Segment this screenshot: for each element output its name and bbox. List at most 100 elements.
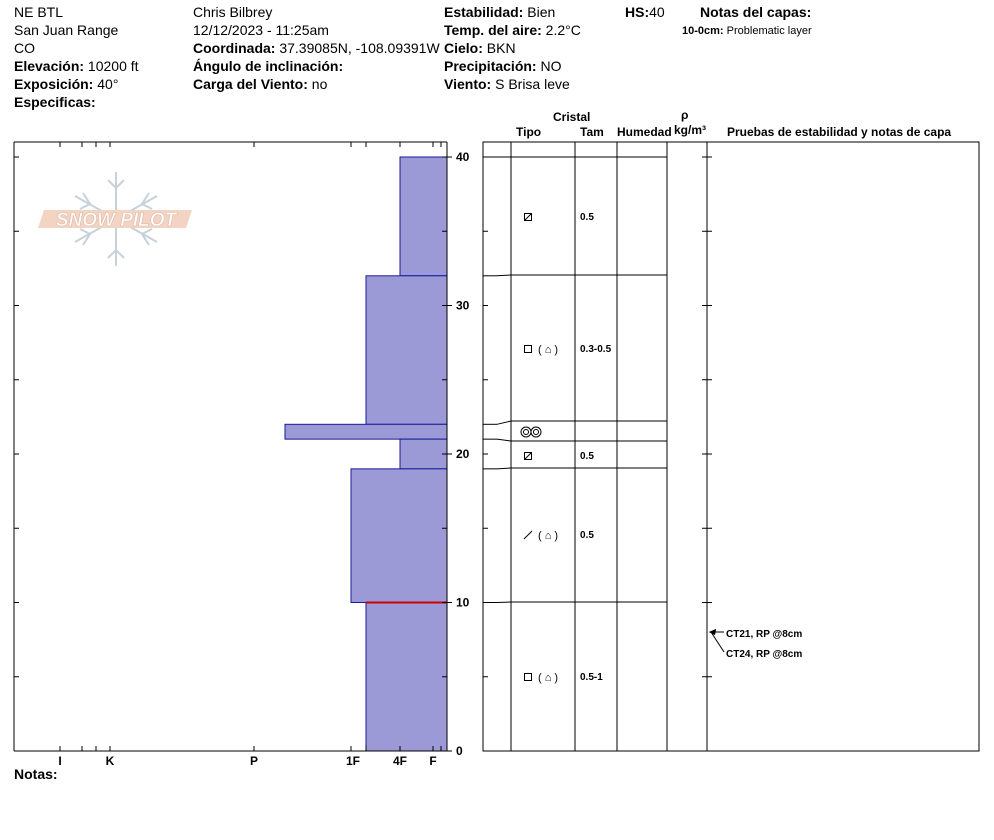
crystal-size: 0.3-0.5 [580, 344, 612, 355]
precip-value: NO [540, 58, 562, 74]
wind: Viento: S Brisa leve [444, 76, 570, 92]
layer-note-text: Problematic layer [726, 25, 812, 37]
crystal-size: 0.5-1 [580, 672, 603, 683]
wind-label: Viento: [444, 76, 492, 92]
size-header: Tam [580, 125, 604, 139]
layer-note: 10-0cm: Problematic layer [682, 25, 812, 37]
arrow-icon [709, 629, 716, 635]
depth-tick-label: 10 [456, 596, 470, 610]
state: CO [14, 40, 35, 56]
slash-icon [524, 452, 532, 460]
crystal-header: Cristal [553, 110, 591, 124]
hs-label: HS: [625, 4, 650, 20]
circle-icon [523, 429, 529, 435]
datetime: 12/12/2023 - 11:25am [193, 22, 329, 38]
hardness-layer-3 [284, 423, 448, 440]
air-temp-label: Temp. del aire: [444, 22, 542, 38]
sky-value: BKN [486, 40, 516, 56]
density-unit-header: kg/m³ [674, 123, 707, 137]
square-icon [524, 452, 532, 460]
stability-value: Bien [527, 4, 556, 20]
aspect: Exposición: 40° [14, 76, 118, 92]
precipitation: Precipitación: NO [444, 58, 561, 74]
air-temp-value: 2.2°C [545, 22, 581, 38]
layer-connector [496, 420, 512, 425]
layer-connector [496, 467, 512, 470]
stability-test-1: CT21, RP @8cm [726, 629, 802, 640]
cup-crystal-icon: ( ⌂ ) [538, 530, 558, 542]
coord-label: Coordinada: [193, 40, 276, 56]
slash-icon [524, 213, 532, 221]
precip-label: Precipitación: [444, 58, 537, 74]
crystal-layer-4: 0.5 [524, 451, 594, 462]
crystal-table: 0.5 ( ⌂ ) 0.3-0.5 0.5 ( ⌂ ) 0.5 ( ⌂ ) 0.5-1 CT21… [482, 141, 980, 752]
coordinate: Coordinada: 37.39085N, -108.09391W [193, 40, 440, 56]
crystal-layer-6: ( ⌂ ) 0.5-1 [524, 672, 603, 684]
crystal-size: 0.5 [580, 451, 594, 462]
circle-icon [530, 426, 542, 438]
hardness-label-p: P [250, 754, 258, 768]
aspect-label: Exposición: [14, 76, 94, 92]
hardness-layer-6 [365, 602, 448, 752]
sky-label: Cielo: [444, 40, 483, 56]
logo-text: SNOW PILOT [56, 210, 178, 231]
layer-notes-label: Notas del capas: [700, 4, 812, 20]
specifics-label: Especificas: [14, 94, 96, 110]
stability: Estabilidad: Bien [444, 4, 555, 20]
sky: Cielo: BKN [444, 40, 516, 56]
layer-note-range: 10-0cm: [682, 25, 724, 37]
stability-label: Estabilidad: [444, 4, 524, 20]
aspect-value: 40° [97, 76, 119, 92]
depth-tick-label: 0 [456, 744, 463, 758]
layer-connector [496, 438, 512, 442]
depth-tick-label: 30 [456, 299, 470, 313]
stability-test-2: CT24, RP @8cm [726, 649, 802, 660]
crystal-size: 0.5 [580, 530, 594, 541]
circle-icon [533, 429, 539, 435]
depth-tick-label: 20 [456, 447, 470, 461]
cup-crystal-icon: ( ⌂ ) [538, 672, 558, 684]
hardness-label-i: I [58, 754, 61, 768]
snowpilot-logo: SNOW PILOT [38, 172, 192, 266]
air-temp: Temp. del aire: 2.2°C [444, 22, 581, 38]
elevation-label: Elevación: [14, 58, 85, 74]
square-icon [524, 213, 532, 221]
circle-icon [520, 426, 532, 438]
range: San Juan Range [14, 22, 119, 38]
hardness-label-f: F [429, 754, 436, 768]
location: NE BTL [14, 4, 64, 20]
moisture-header: Humedad [617, 125, 672, 139]
hardness-label-4f: 4F [393, 754, 407, 768]
notes-label: Notas: [14, 766, 58, 782]
hardness-layer-2 [365, 275, 448, 425]
wind-load-label: Carga del Viento: [193, 76, 308, 92]
observer: Chris Bilbrey [193, 4, 273, 20]
crystal-layer-2: ( ⌂ ) 0.3-0.5 [524, 344, 612, 356]
wind-value: S Brisa leve [495, 76, 570, 92]
coord-value: 37.39085N, -108.09391W [279, 40, 440, 56]
elevation: Elevación: 10200 ft [14, 58, 139, 74]
square-icon [524, 673, 532, 681]
crystal-layer-5: ( ⌂ ) 0.5 [523, 530, 594, 542]
crystal-size: 0.5 [580, 212, 594, 223]
wind-load: Carga del Viento: no [193, 76, 327, 92]
crystal-layer-3 [520, 426, 542, 438]
tests-header: Pruebas de estabilidad y notas de capa [727, 125, 952, 139]
layer-connector [496, 601, 512, 603]
depth-tick-label: 40 [456, 150, 470, 164]
hardness-layer-4 [399, 438, 448, 470]
wind-load-value: no [311, 76, 328, 92]
hardness-label-k: K [106, 754, 115, 768]
type-header: Tipo [516, 125, 542, 139]
slope-label: Ángulo de inclinación: [193, 58, 344, 74]
table-frame [482, 141, 980, 752]
hardness-layer-1 [399, 156, 448, 277]
hardness-label-1f: 1F [346, 754, 360, 768]
hardness-layer-5 [350, 468, 448, 603]
logo-banner [38, 210, 192, 228]
rho-header: ρ [681, 108, 689, 122]
elevation-value: 10200 ft [87, 58, 139, 74]
crystal-layer-1: 0.5 [524, 212, 594, 223]
snow-height: HS:40 [625, 4, 665, 20]
